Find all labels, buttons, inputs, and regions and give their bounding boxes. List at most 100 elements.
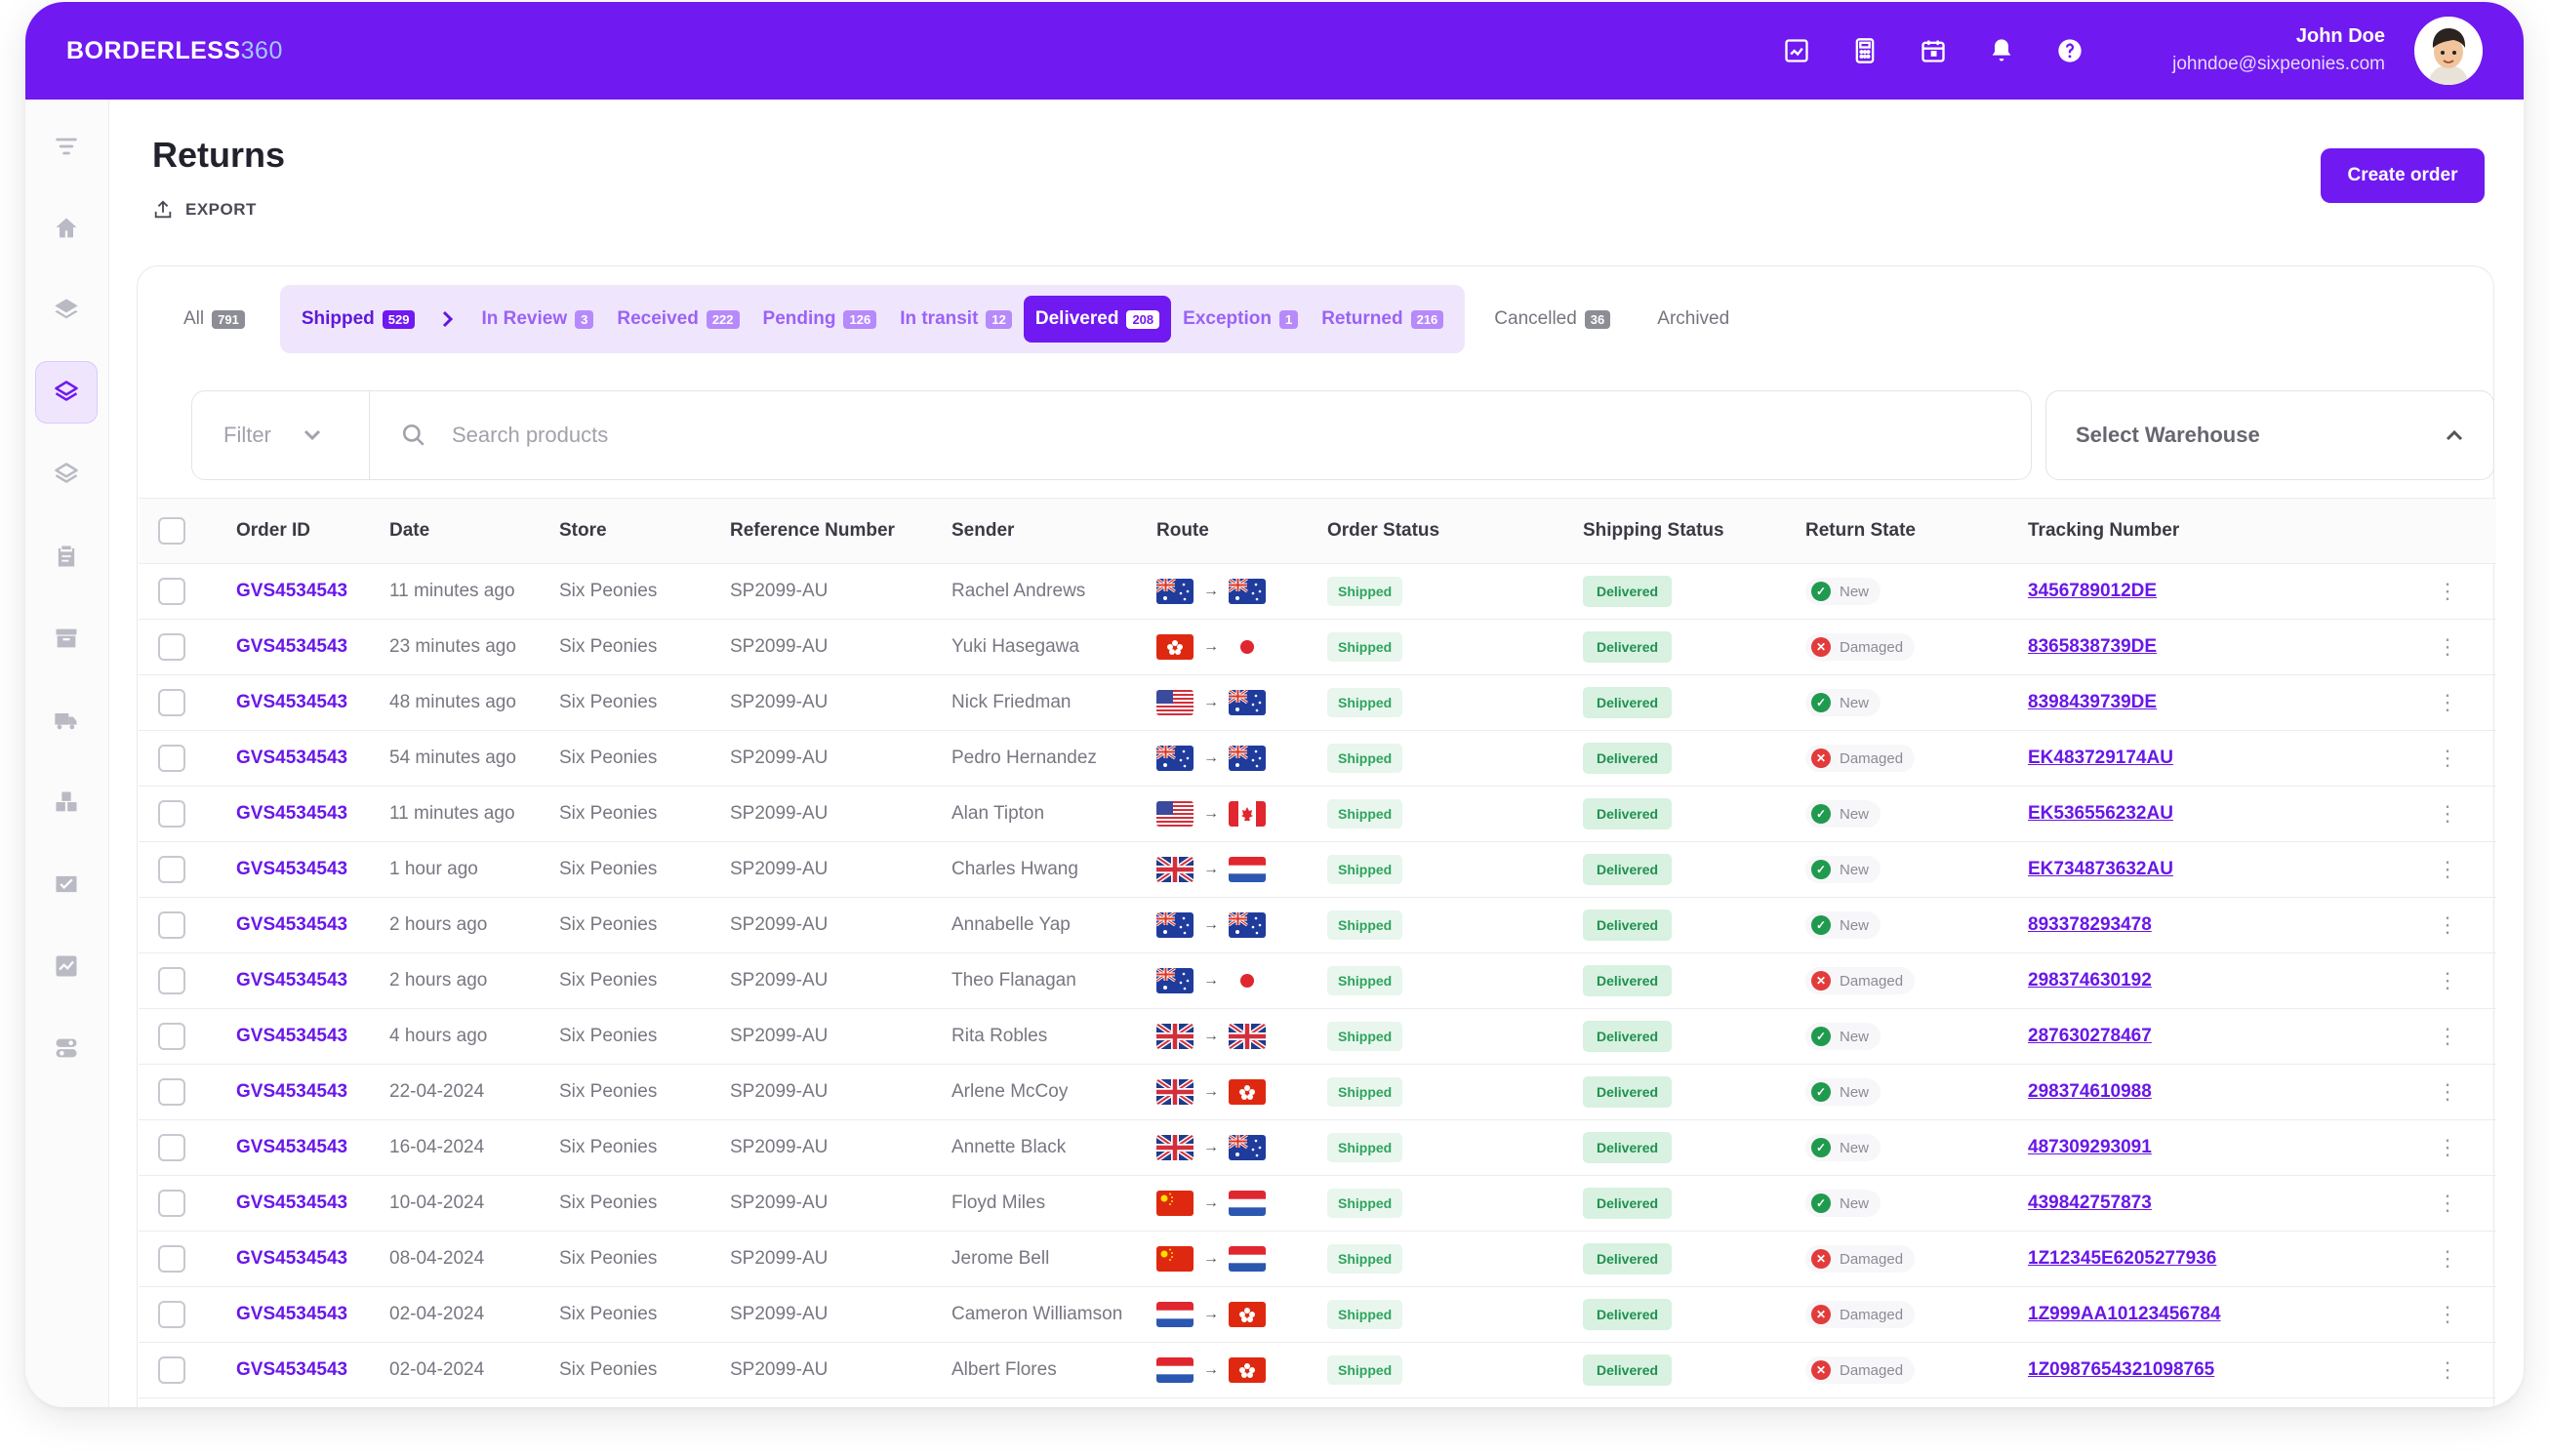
sidebar-item-settings[interactable] <box>35 1017 98 1079</box>
tracking-link[interactable]: 8398439739DE <box>2028 692 2158 712</box>
tracking-link[interactable]: 893378293478 <box>2028 914 2152 935</box>
row-checkbox[interactable] <box>158 1023 185 1050</box>
row-checkbox[interactable] <box>158 633 185 661</box>
col-shipping-status[interactable]: Shipping Status <box>1583 520 1724 541</box>
tracking-link[interactable]: 1Z999AA10123456784 <box>2028 1304 2221 1324</box>
col-tracking[interactable]: Tracking Number <box>2028 520 2180 541</box>
row-checkbox[interactable] <box>158 1134 185 1161</box>
order-id-link[interactable]: GVS4534543 <box>236 692 348 712</box>
row-checkbox[interactable] <box>158 911 185 939</box>
sidebar-item-clipboard[interactable] <box>35 525 98 587</box>
sidebar-item-stack[interactable] <box>35 443 98 506</box>
order-id-link[interactable]: GVS4534543 <box>236 859 348 879</box>
sidebar-item-shipping[interactable] <box>35 689 98 751</box>
search-input[interactable]: Search products <box>370 391 2031 479</box>
more-options-icon[interactable]: ⋮ <box>2437 1357 2458 1382</box>
order-id-link[interactable]: GVS4534543 <box>236 1304 348 1324</box>
tab-in-transit[interactable]: In transit 12 <box>888 296 1024 343</box>
sidebar-item-home[interactable] <box>35 197 98 260</box>
more-options-icon[interactable]: ⋮ <box>2437 690 2458 714</box>
tracking-link[interactable]: 298374610988 <box>2028 1081 2152 1102</box>
sidebar-item-billing[interactable] <box>35 853 98 915</box>
col-date[interactable]: Date <box>389 520 430 541</box>
order-id-link[interactable]: GVS4534543 <box>236 1248 348 1269</box>
tracking-link[interactable]: 8365838739DE <box>2028 636 2158 657</box>
tab-pending[interactable]: Pending 126 <box>751 296 889 343</box>
sidebar-item-analytics[interactable] <box>35 935 98 997</box>
more-options-icon[interactable]: ⋮ <box>2437 579 2458 603</box>
tab-all[interactable]: All 791 <box>172 296 257 343</box>
table-row[interactable]: GVS4534543 54 minutes ago Six Peonies SP209… <box>139 731 2496 787</box>
tab-exception[interactable]: Exception 1 <box>1171 296 1310 343</box>
row-checkbox[interactable] <box>158 800 185 828</box>
tab-received[interactable]: Received 222 <box>605 296 750 343</box>
sidebar-item-returns[interactable] <box>35 361 98 424</box>
tracking-link[interactable]: 487309293091 <box>2028 1137 2152 1157</box>
table-row[interactable]: GVS4534543 2 hours ago Six Peonies SP2099-A… <box>139 898 2496 953</box>
row-checkbox[interactable] <box>158 856 185 883</box>
tab-shipped[interactable]: Shipped 529 <box>290 296 427 343</box>
col-order-id[interactable]: Order ID <box>236 520 311 541</box>
more-options-icon[interactable]: ⋮ <box>2437 857 2458 881</box>
table-row[interactable]: GVS4534543 02-04-2024 Six Peonies SP2099-AU… <box>139 1287 2496 1343</box>
order-id-link[interactable]: GVS4534543 <box>236 748 348 768</box>
more-options-icon[interactable]: ⋮ <box>2437 634 2458 659</box>
more-options-icon[interactable]: ⋮ <box>2437 968 2458 992</box>
order-id-link[interactable]: GVS4534543 <box>236 1359 348 1380</box>
table-row[interactable]: GVS4534543 10-04-2024 Six Peonies SP2099-AU… <box>139 1176 2496 1232</box>
row-checkbox[interactable] <box>158 1356 185 1384</box>
row-checkbox[interactable] <box>158 967 185 994</box>
row-checkbox[interactable] <box>158 689 185 716</box>
help-icon[interactable] <box>2050 31 2089 70</box>
table-row[interactable]: GVS4534543 11 minutes ago Six Peonies SP209… <box>139 564 2496 620</box>
sidebar-item-layers[interactable] <box>35 279 98 342</box>
tracking-link[interactable]: 1Z0987654321098765 <box>2028 1359 2215 1380</box>
calendar-icon[interactable] <box>1914 31 1953 70</box>
order-id-link[interactable]: GVS4534543 <box>236 636 348 657</box>
avatar[interactable] <box>2414 17 2483 85</box>
order-id-link[interactable]: GVS4534543 <box>236 1081 348 1102</box>
more-options-icon[interactable]: ⋮ <box>2437 746 2458 770</box>
reports-icon[interactable] <box>1777 31 1816 70</box>
tab-cancelled[interactable]: Cancelled 36 <box>1482 296 1622 343</box>
table-row[interactable]: GVS4534543 11 minutes ago Six Peonies SP209… <box>139 787 2496 842</box>
filter-dropdown[interactable]: Filter <box>192 391 370 479</box>
col-reference[interactable]: Reference Number <box>730 520 895 541</box>
calculator-icon[interactable] <box>1845 31 1884 70</box>
order-id-link[interactable]: GVS4534543 <box>236 1026 348 1046</box>
table-row[interactable]: GVS4534543 4 hours ago Six Peonies SP2099-A… <box>139 1009 2496 1065</box>
col-order-status[interactable]: Order Status <box>1327 520 1440 541</box>
table-row[interactable]: GVS4534543 16-04-2024 Six Peonies SP2099-AU… <box>139 1120 2496 1176</box>
row-checkbox[interactable] <box>158 1301 185 1328</box>
more-options-icon[interactable]: ⋮ <box>2437 1191 2458 1215</box>
tab-returned[interactable]: Returned 216 <box>1310 296 1455 343</box>
tracking-link[interactable]: 1Z12345E6205277936 <box>2028 1248 2217 1269</box>
sidebar-item-inventory[interactable] <box>35 771 98 833</box>
tab-delivered[interactable]: Delivered 208 <box>1023 296 1172 343</box>
table-row[interactable]: GVS4534543 22-04-2024 Six Peonies SP2099-AU… <box>139 1065 2496 1120</box>
tracking-link[interactable]: 287630278467 <box>2028 1026 2152 1046</box>
more-options-icon[interactable]: ⋮ <box>2437 1135 2458 1159</box>
order-id-link[interactable]: GVS4534543 <box>236 1137 348 1157</box>
table-row[interactable]: GVS4534543 02-04-2024 Six Peonies SP2099-AU… <box>139 1343 2496 1398</box>
brand-logo[interactable]: BORDERLESS360 <box>66 37 283 64</box>
row-checkbox[interactable] <box>158 1078 185 1106</box>
col-sender[interactable]: Sender <box>951 520 1015 541</box>
tracking-link[interactable]: 298374630192 <box>2028 970 2152 991</box>
more-options-icon[interactable]: ⋮ <box>2437 1079 2458 1104</box>
more-options-icon[interactable]: ⋮ <box>2437 801 2458 826</box>
warehouse-select[interactable]: Select Warehouse <box>2045 390 2494 480</box>
more-options-icon[interactable]: ⋮ <box>2437 1246 2458 1271</box>
table-row[interactable]: GVS4534543 08-04-2024 Six Peonies SP2099-AU… <box>139 1232 2496 1287</box>
bell-icon[interactable] <box>1982 31 2021 70</box>
row-checkbox[interactable] <box>158 578 185 605</box>
row-checkbox[interactable] <box>158 1245 185 1273</box>
sidebar-collapse-icon[interactable] <box>35 115 98 178</box>
export-button[interactable]: EXPORT <box>152 199 257 221</box>
user-info[interactable]: John Doe johndoe@sixpeonies.com <box>2172 25 2385 75</box>
sidebar-item-archive[interactable] <box>35 607 98 669</box>
more-options-icon[interactable]: ⋮ <box>2437 1302 2458 1326</box>
table-row[interactable]: GVS4534543 2 hours ago Six Peonies SP2099-A… <box>139 953 2496 1009</box>
row-checkbox[interactable] <box>158 1190 185 1217</box>
order-id-link[interactable]: GVS4534543 <box>236 914 348 935</box>
